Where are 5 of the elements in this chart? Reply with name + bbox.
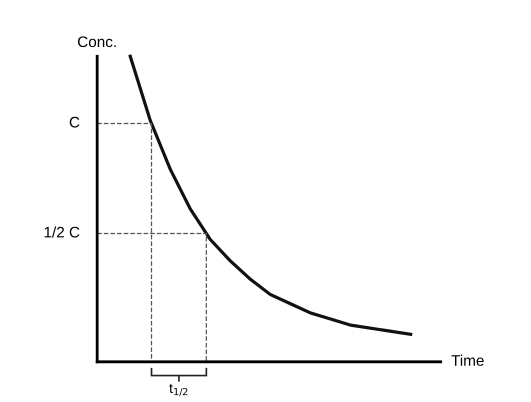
y-axis-title: Conc. [78,36,116,48]
ref-line-label: C [70,116,80,128]
text: t$_{1/2}$ [169,384,188,396]
ref-line-label: 1/2 C [44,226,80,238]
x-axis-title: Time [451,354,484,366]
